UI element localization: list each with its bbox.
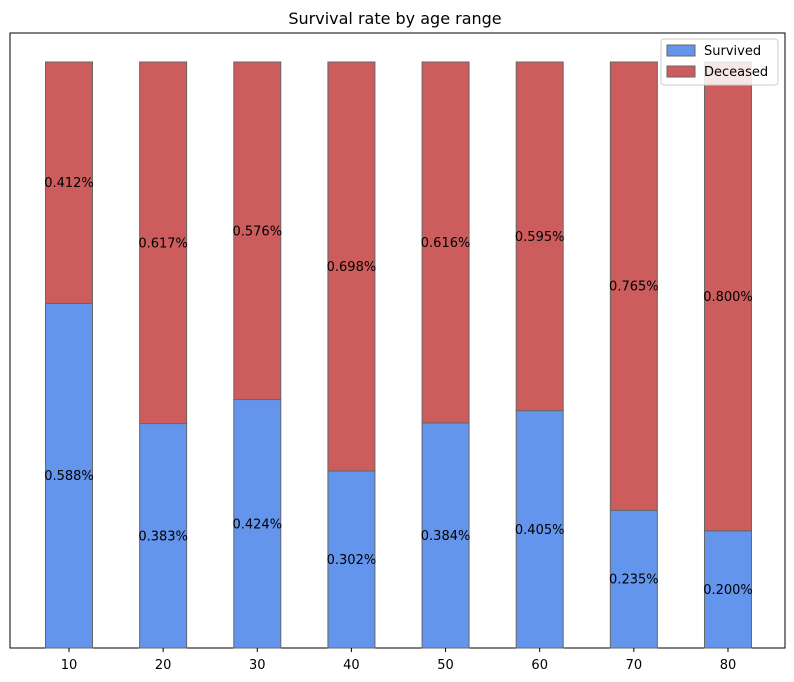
bar-deceased-40 xyxy=(327,61,376,472)
legend: Survived Deceased xyxy=(660,38,779,86)
data-label-deceased-20: 0.617% xyxy=(138,236,188,251)
data-label-survived-10: 0.588% xyxy=(44,469,94,484)
data-label-survived-50: 0.384% xyxy=(421,529,471,544)
data-label-deceased-70: 0.765% xyxy=(609,280,659,295)
data-label-deceased-80: 0.800% xyxy=(703,290,753,305)
bar-deceased-60 xyxy=(515,61,564,412)
data-label-deceased-50: 0.616% xyxy=(421,236,471,251)
plot-area-frame xyxy=(9,32,786,649)
legend-swatch-survived xyxy=(666,44,696,57)
x-axis: 10 20 30 40 50 60 70 80 xyxy=(61,648,737,673)
bar-survived-30 xyxy=(233,399,282,649)
bar-deceased-20 xyxy=(139,61,188,425)
x-tick-label-70: 70 xyxy=(626,658,643,673)
x-tick-label-80: 80 xyxy=(720,658,737,673)
x-tick-label-50: 50 xyxy=(437,658,454,673)
data-label-survived-60: 0.405% xyxy=(515,523,565,538)
chart-title: Survival rate by age range xyxy=(288,9,501,28)
legend-label-survived: Survived xyxy=(704,44,761,59)
legend-swatch-deceased xyxy=(666,65,696,78)
data-labels-layer: 0.588% 0.412% 0.383% 0.617% 0.424% 0.576% 0.30… xyxy=(44,176,753,598)
legend-label-deceased: Deceased xyxy=(704,65,768,80)
data-label-deceased-30: 0.576% xyxy=(232,224,282,239)
data-label-deceased-40: 0.698% xyxy=(327,260,377,275)
data-label-survived-40: 0.302% xyxy=(327,553,377,568)
data-label-survived-80: 0.200% xyxy=(703,583,753,598)
x-tick-label-10: 10 xyxy=(61,658,78,673)
x-tick-label-20: 20 xyxy=(155,658,172,673)
bar-deceased-10 xyxy=(45,61,93,304)
x-tick-label-30: 30 xyxy=(249,658,266,673)
bar-survived-80 xyxy=(703,530,752,649)
bars-layer xyxy=(45,61,752,649)
data-label-survived-20: 0.383% xyxy=(138,529,188,544)
data-label-survived-30: 0.424% xyxy=(232,517,282,532)
data-label-deceased-10: 0.412% xyxy=(44,176,94,191)
bar-deceased-30 xyxy=(233,61,282,401)
x-tick-label-40: 40 xyxy=(343,658,360,673)
data-label-deceased-60: 0.595% xyxy=(515,230,565,245)
bar-deceased-80 xyxy=(703,61,752,532)
data-label-survived-70: 0.235% xyxy=(609,573,659,588)
bar-survived-60 xyxy=(515,410,564,649)
bar-deceased-70 xyxy=(609,61,658,511)
bar-survived-10 xyxy=(45,302,93,649)
bar-deceased-50 xyxy=(421,61,470,424)
x-tick-label-60: 60 xyxy=(531,658,548,673)
